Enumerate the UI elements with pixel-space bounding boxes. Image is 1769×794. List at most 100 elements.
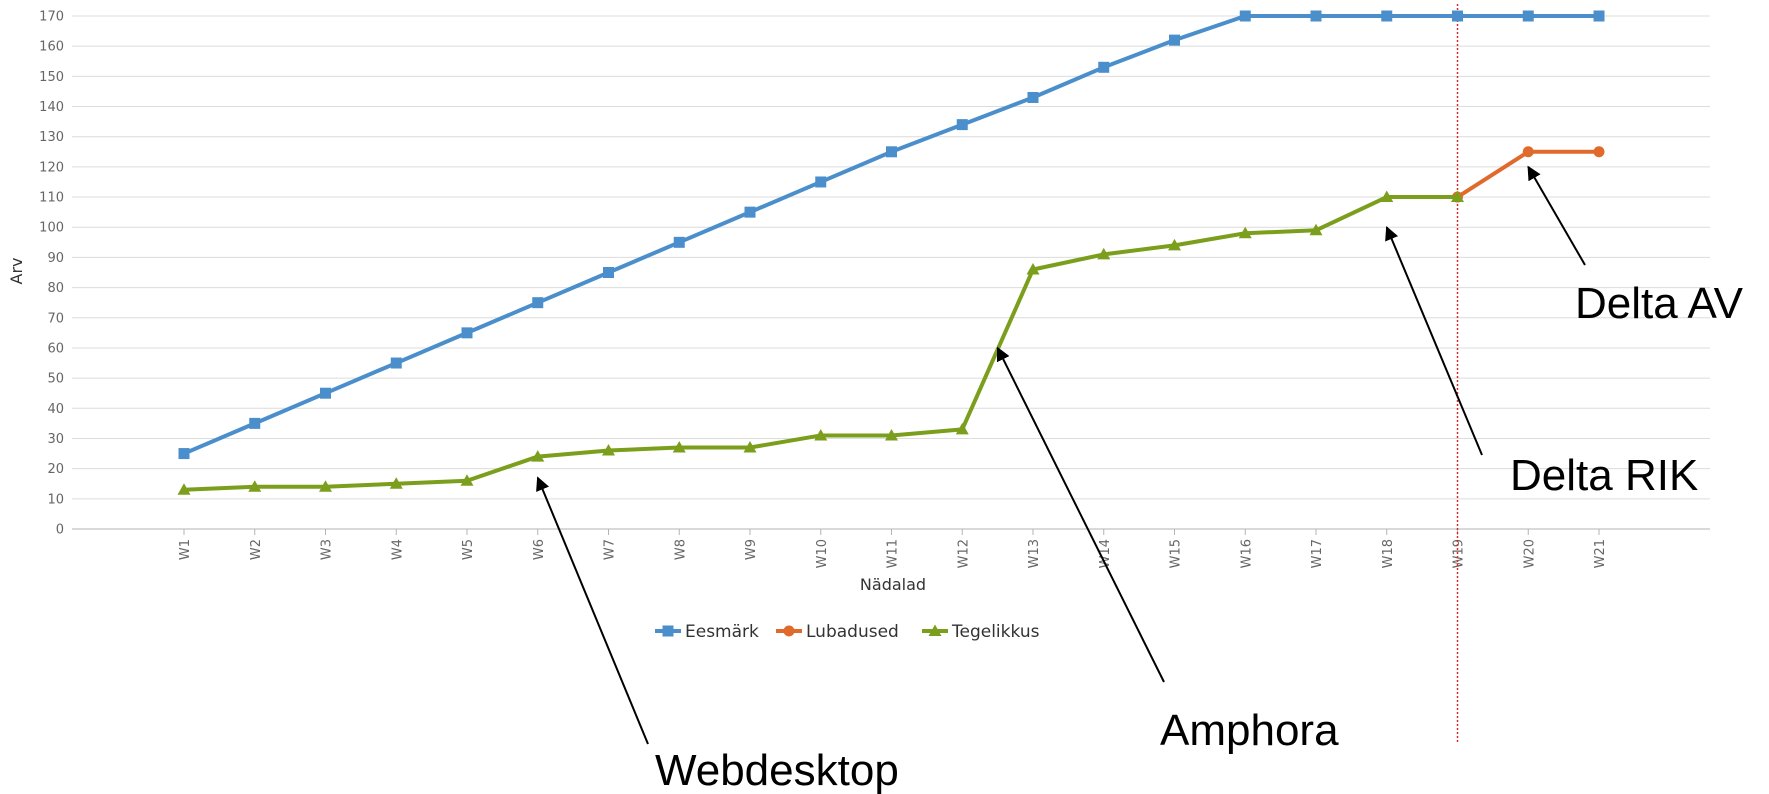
x-tick-label: W9: [744, 539, 759, 560]
data-point-lubadused: [1593, 146, 1605, 158]
y-tick-label: 170: [39, 10, 64, 25]
y-tick-label: 110: [39, 191, 64, 206]
y-tick-label: 60: [47, 341, 64, 356]
x-tick-label: W14: [1098, 539, 1113, 568]
x-tick-label: W11: [886, 539, 901, 568]
data-point-tegelikkus: [885, 428, 898, 441]
annotation-label: Amphora: [1160, 706, 1339, 755]
x-tick-label: W8: [673, 539, 688, 560]
data-point-eesm-rk: [320, 387, 331, 399]
data-point-eesm-rk: [603, 267, 614, 278]
data-point-tegelikkus: [389, 477, 403, 489]
data-point-tegelikkus: [1380, 190, 1394, 203]
data-point-eesm-rk: [815, 176, 827, 188]
x-tick-label: W19: [1452, 539, 1467, 568]
data-point-tegelikkus: [1097, 247, 1111, 260]
data-point-eesm-rk: [956, 119, 968, 131]
legend-label: Lubadused: [806, 622, 899, 642]
annotation-arrow: [996, 346, 1165, 683]
data-point-tegelikkus: [814, 428, 828, 441]
data-point-tegelikkus: [602, 444, 615, 456]
data-point-eesm-rk: [1098, 61, 1110, 73]
y-tick-label: 130: [39, 130, 64, 145]
data-point-tegelikkus: [248, 480, 262, 492]
data-point-tegelikkus: [177, 483, 191, 495]
y-tick-label: 50: [47, 372, 64, 387]
legend-label: Tegelikkus: [951, 622, 1040, 642]
data-point-tegelikkus: [319, 480, 332, 492]
x-tick-label: W4: [390, 539, 405, 560]
data-point-eesm-rk: [1381, 10, 1393, 22]
x-tick-label: W12: [956, 539, 971, 568]
series-group: [177, 10, 1605, 495]
x-tick-label: W18: [1381, 539, 1396, 568]
annotation-label: Delta AV: [1575, 279, 1744, 328]
data-point-tegelikkus: [531, 450, 545, 462]
x-tick-label: W16: [1239, 539, 1254, 568]
gridlines: [72, 15, 1710, 530]
x-tick-label: W10: [815, 539, 830, 568]
x-tick-label: W6: [532, 539, 547, 560]
data-point-eesm-rk: [744, 206, 756, 218]
x-tick-label: W17: [1310, 539, 1325, 568]
data-point-eesm-rk: [1522, 10, 1534, 22]
x-tick-label: W2: [249, 539, 264, 560]
data-point-eesm-rk: [1027, 91, 1039, 103]
data-point-tegelikkus: [1026, 262, 1040, 275]
y-tick-label: 80: [47, 281, 64, 296]
x-tick-label: W15: [1169, 539, 1184, 568]
data-point-eesm-rk: [178, 448, 190, 460]
data-point-tegelikkus: [1451, 190, 1464, 203]
annotation-arrow: [1527, 165, 1586, 266]
y-tick-label: 120: [39, 160, 64, 175]
legend: Eesmärk Lubadused Tegelikkus: [655, 622, 1040, 642]
y-tick-label: 140: [39, 100, 64, 115]
x-tick-label: W20: [1522, 539, 1537, 568]
x-tick-label: W5: [461, 539, 476, 560]
y-tick-label: 100: [39, 221, 64, 236]
y-tick-label: 90: [47, 251, 64, 266]
y-tick-label: 20: [47, 462, 64, 477]
y-axis-title: Arv: [7, 258, 26, 285]
annotation-label: Delta RIK: [1510, 451, 1698, 500]
annotation-label: Webdesktop: [655, 746, 899, 794]
data-point-eesm-rk: [532, 297, 544, 309]
x-tick-label: W3: [320, 539, 335, 560]
data-point-eesm-rk: [1239, 10, 1251, 22]
data-point-eesm-rk: [1310, 10, 1322, 22]
series-tegelikkus: [177, 190, 1464, 495]
y-tick-label: 30: [47, 432, 64, 447]
annotation-amphora: Amphora: [996, 346, 1339, 755]
x-tick-label: W7: [603, 539, 618, 560]
series-line-lubadused: [1456, 149, 1599, 199]
data-point-tegelikkus: [1309, 223, 1323, 236]
annotation-delta-rik: Delta RIK: [1385, 225, 1698, 500]
data-point-tegelikkus: [460, 474, 474, 486]
annotation-delta-av: Delta AV: [1527, 165, 1744, 328]
legend-swatch-marker: [662, 625, 674, 637]
y-tick-label: 160: [39, 40, 64, 55]
y-tick-label: 150: [39, 70, 64, 85]
data-point-eesm-rk: [461, 327, 473, 339]
legend-swatch-marker: [928, 624, 942, 636]
axes: 0 10 20 30 40 50 60 70 80 90 100 110 120 130 140 150 160…: [39, 10, 1608, 569]
series-line-eesm-rk: [183, 14, 1599, 456]
legend-item-eesm-rk: Eesmärk: [655, 622, 759, 642]
data-point-tegelikkus: [955, 422, 969, 435]
legend-item-tegelikkus: Tegelikkus: [922, 622, 1040, 642]
data-point-eesm-rk: [673, 236, 685, 248]
series-lubadused: [1452, 146, 1605, 203]
y-tick-label: 70: [47, 311, 64, 326]
data-point-eesm-rk: [390, 357, 402, 369]
annotation-arrow: [536, 476, 649, 745]
legend-label: Eesmärk: [685, 622, 759, 642]
annotation-arrow: [1385, 225, 1483, 456]
legend-swatch-marker: [783, 625, 795, 637]
data-point-eesm-rk: [1169, 34, 1180, 46]
x-tick-label: W1: [178, 539, 193, 560]
annotations: Webdesktop Amphora Delta RIK Delta AV: [536, 165, 1744, 794]
data-point-tegelikkus: [1238, 226, 1252, 239]
data-point-eesm-rk: [886, 146, 897, 158]
data-point-eesm-rk: [249, 417, 261, 429]
